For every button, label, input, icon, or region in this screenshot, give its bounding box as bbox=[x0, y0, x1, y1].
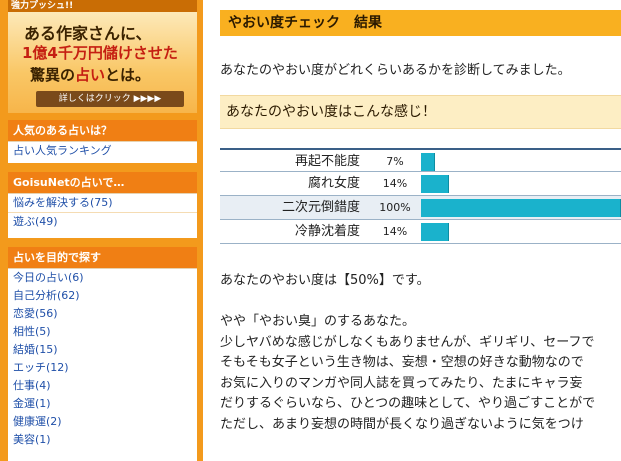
score-percent: 100% bbox=[379, 201, 411, 214]
ad-line-3: 驚異の占いとは。 bbox=[30, 66, 151, 84]
goisu-section: 悩みを解決する(75) 遊ぶ(49) bbox=[8, 194, 197, 238]
ranking-section: 占い人気ランキング bbox=[8, 142, 197, 163]
score-row: 冷静沈着度 14% bbox=[220, 220, 621, 244]
result-subtitle: あなたのやおい度はこんな感じ！ bbox=[220, 95, 621, 129]
purpose-link-love[interactable]: 恋愛(56) bbox=[13, 307, 58, 320]
score-bar-track bbox=[421, 223, 621, 241]
main-content: やおい度チェック 結果 あなたのやおい度がどれくらいあるかを診断してみました。 … bbox=[220, 0, 621, 461]
score-label: 二次元倒錯度 bbox=[281, 200, 360, 215]
result-description: やや「やおい臭」のするあなた。 少しヤバめな感じがしなくもありませんが、ギリギリ… bbox=[220, 312, 621, 435]
purpose-link-self-analysis[interactable]: 自己分析(62) bbox=[13, 289, 80, 302]
purpose-link-beauty[interactable]: 美容(1) bbox=[13, 433, 51, 446]
score-percent: 14% bbox=[382, 225, 408, 238]
sidebar: 強力プッシュ!! ある作家さんに、 1億4千万円儲けさせた 驚異の占いとは。 詳… bbox=[0, 0, 203, 461]
score-percent: 7% bbox=[386, 155, 404, 168]
ad-line-2: 1億4千万円儲けさせた bbox=[22, 44, 178, 62]
score-label: 腐れ女度 bbox=[307, 176, 360, 191]
purpose-link-money[interactable]: 金運(1) bbox=[13, 397, 51, 410]
score-bar-track bbox=[421, 175, 621, 193]
score-row: 腐れ女度 14% bbox=[220, 172, 621, 196]
result-summary: あなたのやおい度は【50%】です。 bbox=[220, 273, 430, 288]
purpose-link-health[interactable]: 健康運(2) bbox=[13, 415, 62, 428]
description-line: お気に入りのマンガや同人誌を買ってみたり、たまにキャラ妄 bbox=[220, 375, 583, 391]
score-percent: 14% bbox=[382, 177, 408, 190]
ad-line-1: ある作家さんに、 bbox=[24, 24, 152, 43]
score-table: 再起不能度 7% 腐れ女度 14% 二次元倒錯度 100% 冷静沈着度 14% bbox=[220, 148, 621, 244]
goisu-section-title: GoisuNetの占いで… bbox=[8, 172, 197, 194]
ad-header: 強力プッシュ!! bbox=[8, 0, 197, 12]
purpose-link-compatibility[interactable]: 相性(5) bbox=[13, 325, 51, 338]
description-line: そもそも女子という生き物は、妄想・空想の好きな動物なので bbox=[220, 355, 584, 370]
score-label: 再起不能度 bbox=[294, 154, 360, 169]
score-row: 再起不能度 7% bbox=[220, 148, 621, 172]
ad-banner[interactable]: 強力プッシュ!! ある作家さんに、 1億4千万円儲けさせた 驚異の占いとは。 詳… bbox=[8, 0, 197, 113]
result-header: やおい度チェック 結果 bbox=[220, 10, 621, 36]
score-bar bbox=[421, 223, 449, 241]
purpose-link-marriage[interactable]: 結婚(15) bbox=[13, 343, 58, 356]
score-bar-track bbox=[421, 153, 621, 171]
ranking-section-title: 人気のある占いは？ bbox=[8, 120, 197, 142]
goisu-link-solve[interactable]: 悩みを解決する(75) bbox=[8, 194, 197, 213]
score-label: 冷静沈着度 bbox=[294, 224, 360, 239]
purpose-link-today[interactable]: 今日の占い(6) bbox=[13, 271, 84, 284]
score-bar bbox=[421, 153, 435, 171]
purpose-link-work[interactable]: 仕事(4) bbox=[13, 379, 51, 392]
score-bar-track bbox=[421, 199, 621, 217]
purpose-section-title: 占いを目的で探す bbox=[8, 247, 197, 269]
purpose-section: 今日の占い(6) 自己分析(62) 恋愛(56) 相性(5) 結婚(15) エッ… bbox=[8, 269, 197, 461]
description-line: やや「やおい臭」のするあなた。 bbox=[220, 314, 416, 329]
score-row: 二次元倒錯度 100% bbox=[220, 196, 621, 220]
purpose-link-ecchi[interactable]: エッチ(12) bbox=[13, 361, 69, 374]
ranking-link[interactable]: 占い人気ランキング bbox=[13, 144, 112, 157]
description-line: だりするぐらいなら、ひとつの趣味として、やり過ごすことがで bbox=[220, 396, 596, 411]
score-bar bbox=[421, 175, 449, 193]
intro-text: あなたのやおい度がどれくらいあるかを診断してみました。 bbox=[220, 63, 571, 78]
score-bar bbox=[421, 199, 621, 217]
ad-body[interactable]: ある作家さんに、 1億4千万円儲けさせた 驚異の占いとは。 詳しくはクリック ▶… bbox=[8, 12, 197, 113]
ad-details-button[interactable]: 詳しくはクリック ▶▶▶▶ bbox=[36, 91, 184, 107]
description-line: ただし、あまり妄想の時間が長くなり過ぎないように気をつけ bbox=[220, 416, 584, 432]
description-line: 少しヤバめな感じがしなくもありませんが、ギリギリ、セーフで bbox=[220, 334, 595, 350]
goisu-link-play[interactable]: 遊ぶ(49) bbox=[13, 215, 58, 228]
